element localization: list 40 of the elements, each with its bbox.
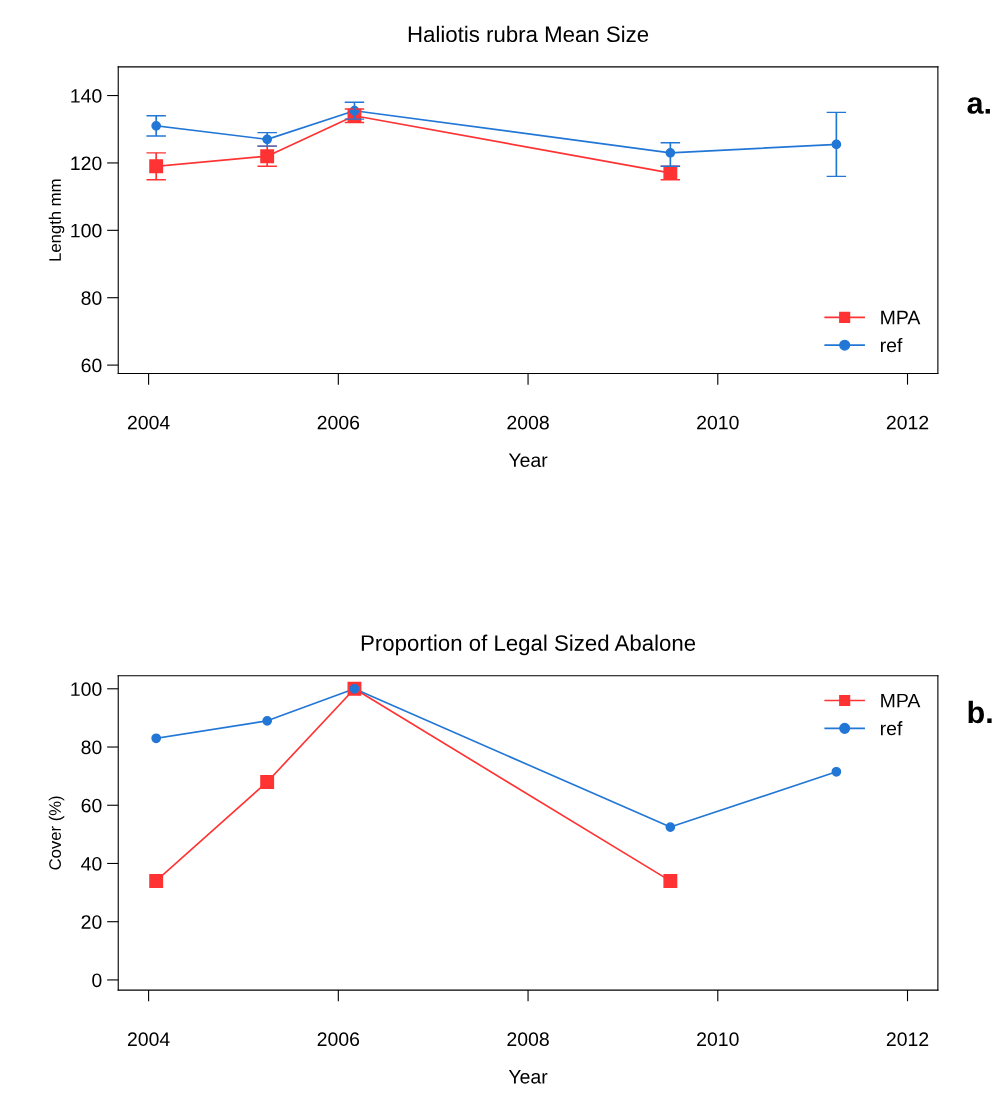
chart-title: Proportion of Legal Sized Abalone [361,634,696,656]
point [831,766,842,777]
point [663,873,678,888]
y-axis-title: Length mm [48,179,65,261]
point [151,733,162,744]
legend-label: ref [880,721,903,736]
y-tick-label: 120 [71,156,102,171]
x-tick-label: 2010 [697,1032,739,1047]
x-tick-label: 2012 [886,1032,929,1047]
legend-label: MPA [881,693,921,708]
x-tick-label: 2012 [886,415,929,430]
y-tick-label: 40 [81,856,102,871]
x-tick-label: 2008 [507,415,549,430]
legend-label: MPA [881,310,921,325]
y-tick-label: 80 [81,740,102,755]
x-tick-label: 2004 [127,415,170,430]
y-tick-label: 80 [81,291,102,305]
x-tick-label: 2004 [127,1032,170,1047]
x-tick-label: 2008 [507,1032,549,1047]
x-tick-label: 2006 [317,415,360,430]
x-tick-label: 2010 [697,415,739,430]
y-tick-label: 100 [71,223,102,238]
point [149,873,164,888]
legend-label: ref [880,337,903,353]
y-tick-label: 100 [71,682,102,697]
x-axis-title: Year [508,453,548,468]
y-tick-label: 20 [81,915,102,929]
point [665,822,676,832]
y-tick-label: 60 [81,798,102,813]
y-tick-label: 140 [71,89,102,103]
x-axis-title: Year [508,1070,548,1084]
chart-title: Haliotis rubra Mean Size [408,25,649,43]
y-tick-label: 60 [81,358,102,373]
text: b. [968,700,992,724]
text: a. [967,97,990,114]
point [262,715,273,726]
y-axis-title: Cover (%) [48,796,65,870]
y-tick-label: 0 [92,973,102,988]
x-tick-label: 2006 [317,1032,360,1047]
point [260,775,275,789]
